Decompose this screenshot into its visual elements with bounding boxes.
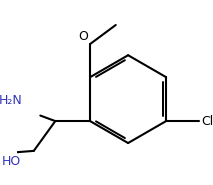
Text: O: O [79, 30, 88, 43]
Text: H₂N: H₂N [0, 94, 22, 107]
Text: Cl: Cl [201, 115, 213, 128]
Text: HO: HO [2, 155, 21, 168]
